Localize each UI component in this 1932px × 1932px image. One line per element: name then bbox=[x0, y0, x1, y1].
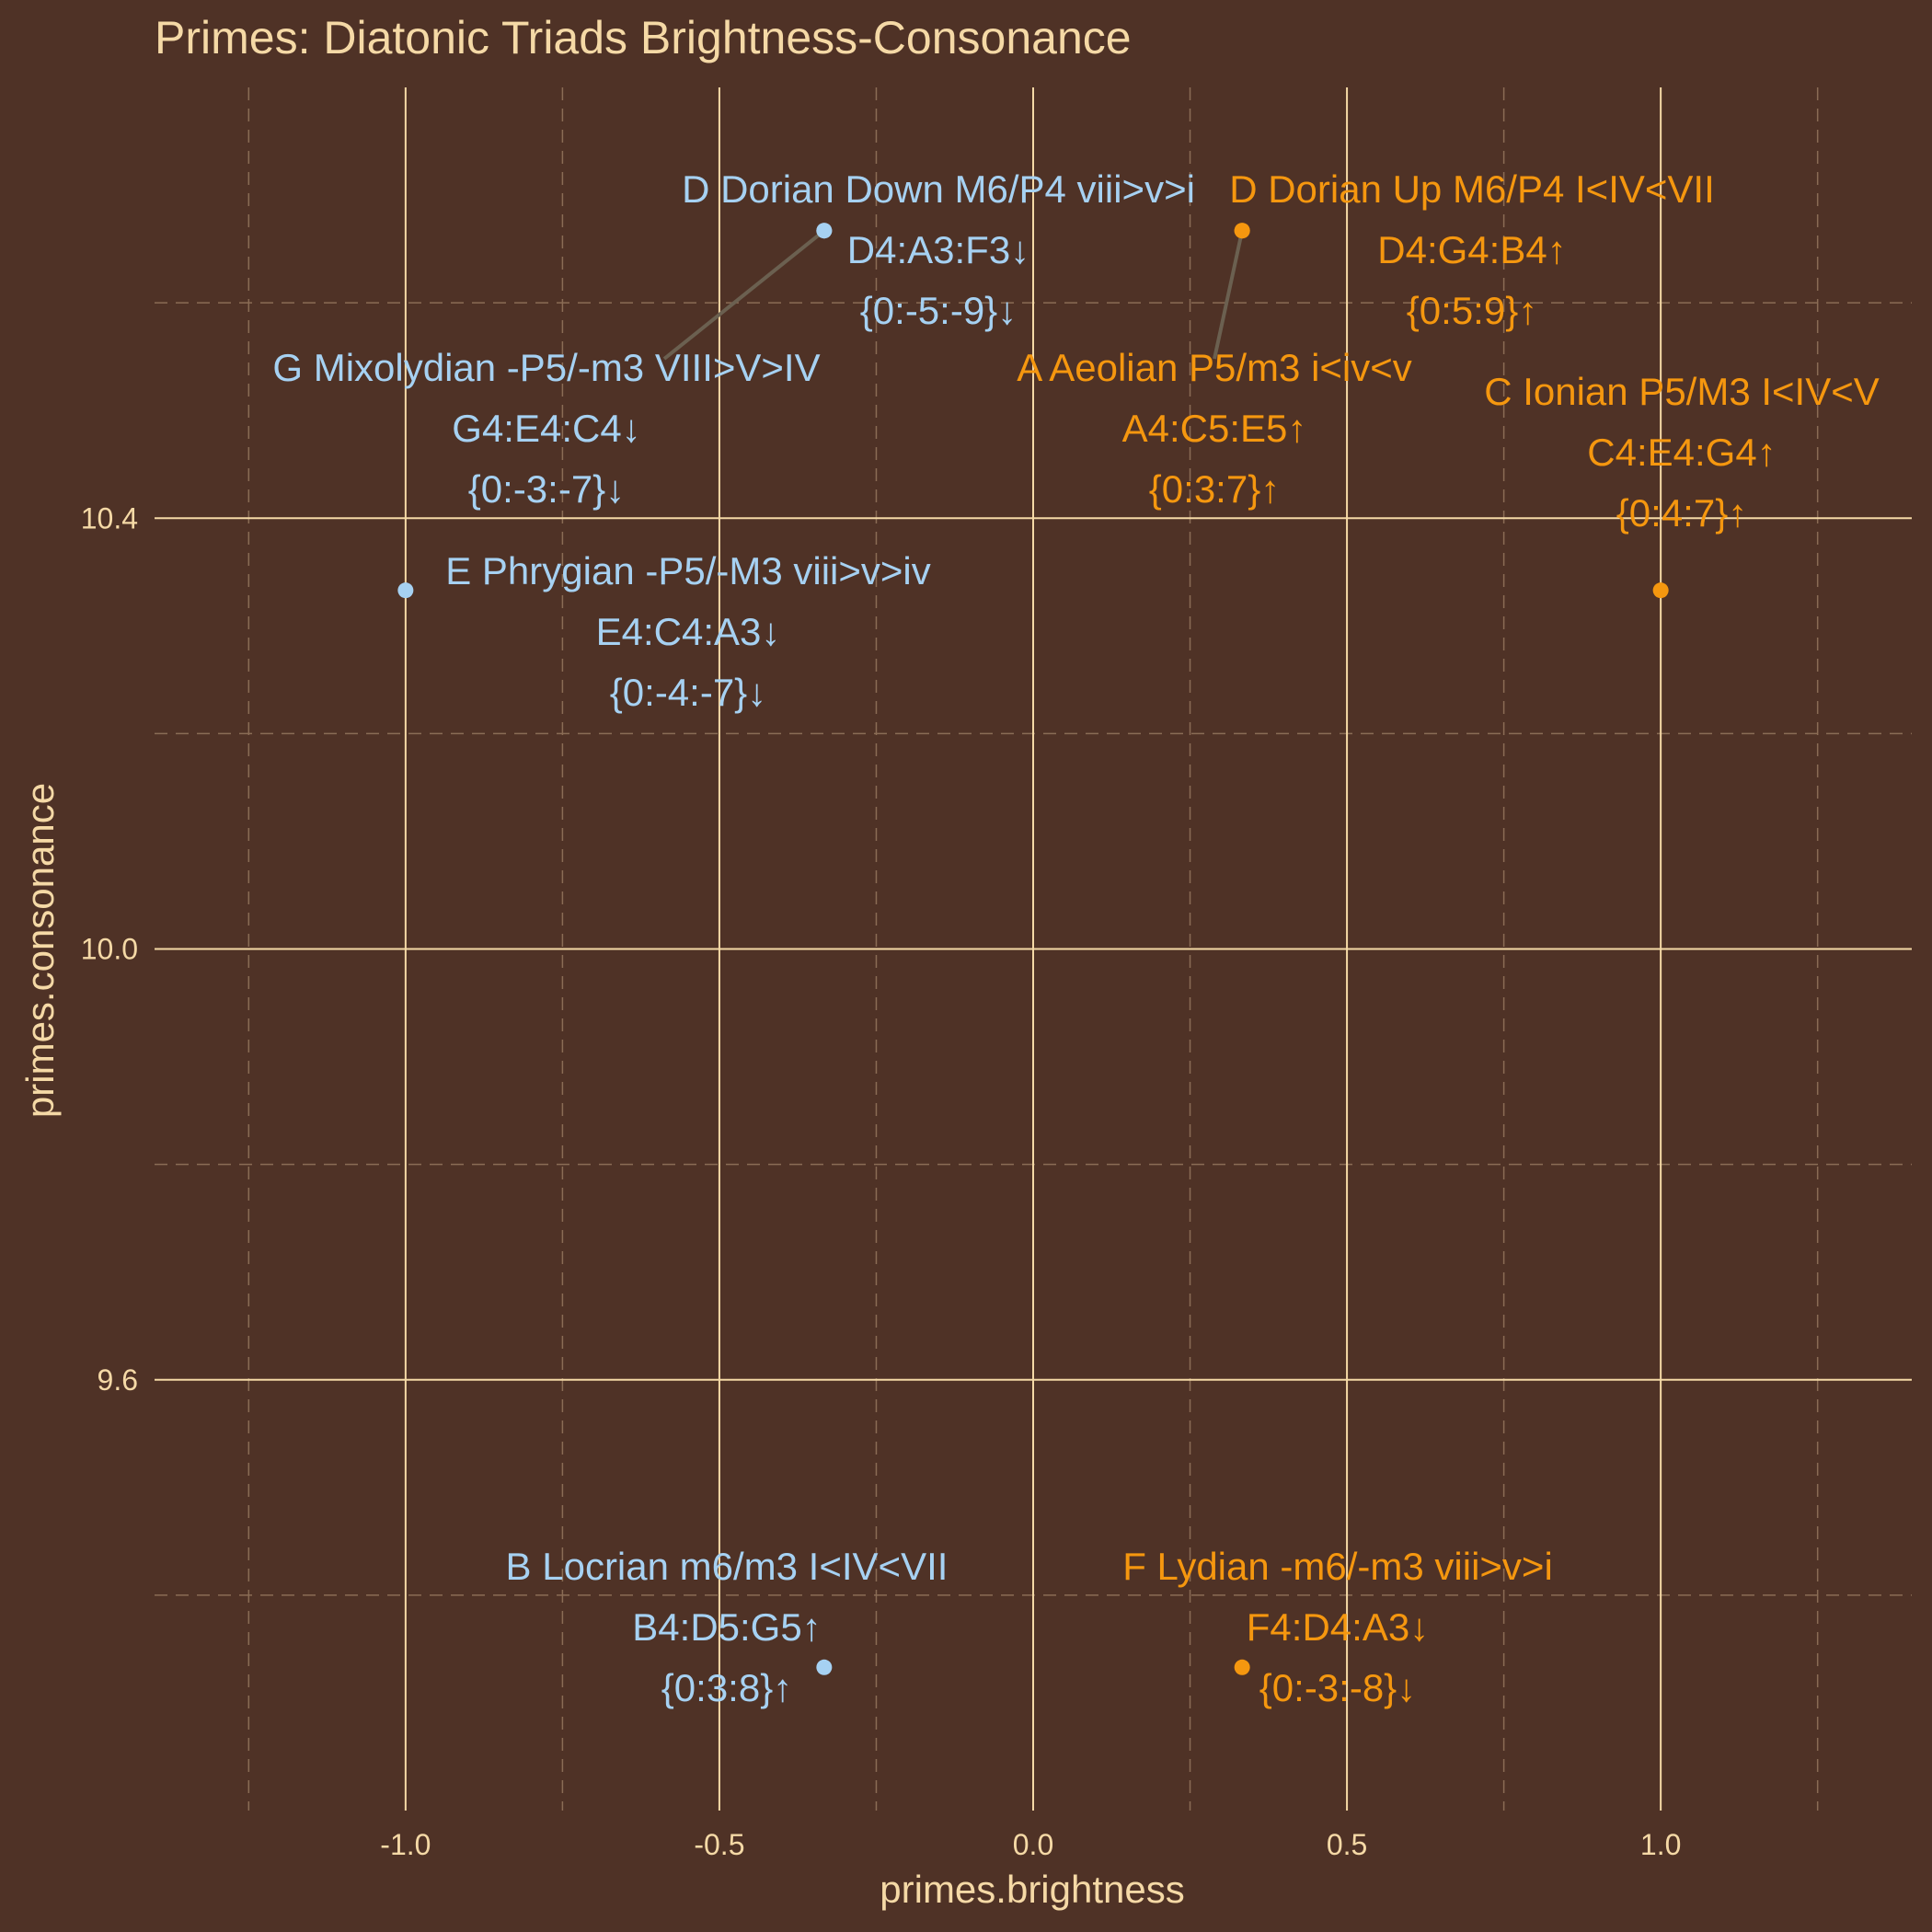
data-point bbox=[1652, 582, 1669, 599]
point-label: B4:D5:G5↑ bbox=[632, 1605, 821, 1649]
point-labels: C Ionian P5/M3 I<IV<V C4:E4:G4↑ {0:4:7}↑ D … bbox=[272, 167, 1879, 1709]
point-label: {0:5:9}↑ bbox=[1407, 289, 1537, 332]
point-label: {0:-5:-9}↓ bbox=[860, 289, 1017, 332]
x-tick-label: -0.5 bbox=[694, 1828, 744, 1861]
point-label: G Mixolydian -P5/-m3 VIII>V>IV bbox=[272, 346, 820, 389]
x-tick-label: -1.0 bbox=[380, 1828, 431, 1861]
point-label: D Dorian Down M6/P4 viii>v>i bbox=[682, 167, 1195, 211]
leader-line bbox=[1213, 230, 1245, 360]
x-tick-label: 0.0 bbox=[1013, 1828, 1053, 1861]
point-label: F4:D4:A3↓ bbox=[1247, 1605, 1429, 1649]
point-label: C Ionian P5/M3 I<IV<V bbox=[1484, 370, 1880, 413]
point-label: A4:C5:E5↑ bbox=[1122, 407, 1307, 450]
tick-labels: -1.0 -0.5 0.0 0.5 1.0 9.6 10.0 10.4 bbox=[81, 501, 1682, 1861]
x-axis-title: primes.brightness bbox=[880, 1868, 1184, 1911]
point-label: {0:-4:-7}↓ bbox=[610, 671, 766, 714]
y-axis-title: primes.consonance bbox=[18, 783, 62, 1118]
x-tick-label: 1.0 bbox=[1640, 1828, 1681, 1861]
point-label: D Dorian Up M6/P4 I<IV<VII bbox=[1229, 167, 1715, 211]
leader-line bbox=[662, 229, 826, 361]
point-label: {0:3:7}↑ bbox=[1149, 467, 1280, 511]
point-label: G4:E4:C4↓ bbox=[452, 407, 640, 450]
data-point bbox=[1234, 1659, 1250, 1675]
data-point bbox=[816, 1659, 833, 1675]
chart-title: Primes: Diatonic Triads Brightness-Conso… bbox=[155, 12, 1132, 63]
point-label: {0:-3:-7}↓ bbox=[468, 467, 625, 511]
point-label: D4:G4:B4↑ bbox=[1377, 228, 1566, 271]
point-label: D4:A3:F3↓ bbox=[847, 228, 1029, 271]
point-label: E4:C4:A3↓ bbox=[596, 610, 781, 653]
grid bbox=[155, 87, 1912, 1811]
y-tick-label: 9.6 bbox=[98, 1363, 138, 1397]
point-label: {0:4:7}↑ bbox=[1616, 491, 1747, 535]
point-label: {0:-3:-8}↓ bbox=[1259, 1666, 1416, 1709]
data-point bbox=[816, 223, 833, 239]
data-point bbox=[1234, 223, 1250, 239]
y-tick-label: 10.4 bbox=[81, 501, 138, 535]
leader-lines bbox=[662, 229, 1245, 361]
data-points bbox=[397, 223, 1669, 1675]
point-label: {0:3:8}↑ bbox=[661, 1666, 792, 1709]
x-tick-label: 0.5 bbox=[1327, 1828, 1367, 1861]
data-point bbox=[397, 582, 414, 599]
point-label: F Lydian -m6/-m3 viii>v>i bbox=[1122, 1545, 1553, 1588]
point-label: C4:E4:G4↑ bbox=[1587, 431, 1776, 474]
point-label: A Aeolian P5/m3 i<iv<v bbox=[1017, 346, 1412, 389]
point-label: B Locrian m6/m3 I<IV<VII bbox=[506, 1545, 949, 1588]
y-tick-label: 10.0 bbox=[81, 933, 138, 966]
point-label: E Phrygian -P5/-M3 viii>v>iv bbox=[445, 549, 931, 592]
